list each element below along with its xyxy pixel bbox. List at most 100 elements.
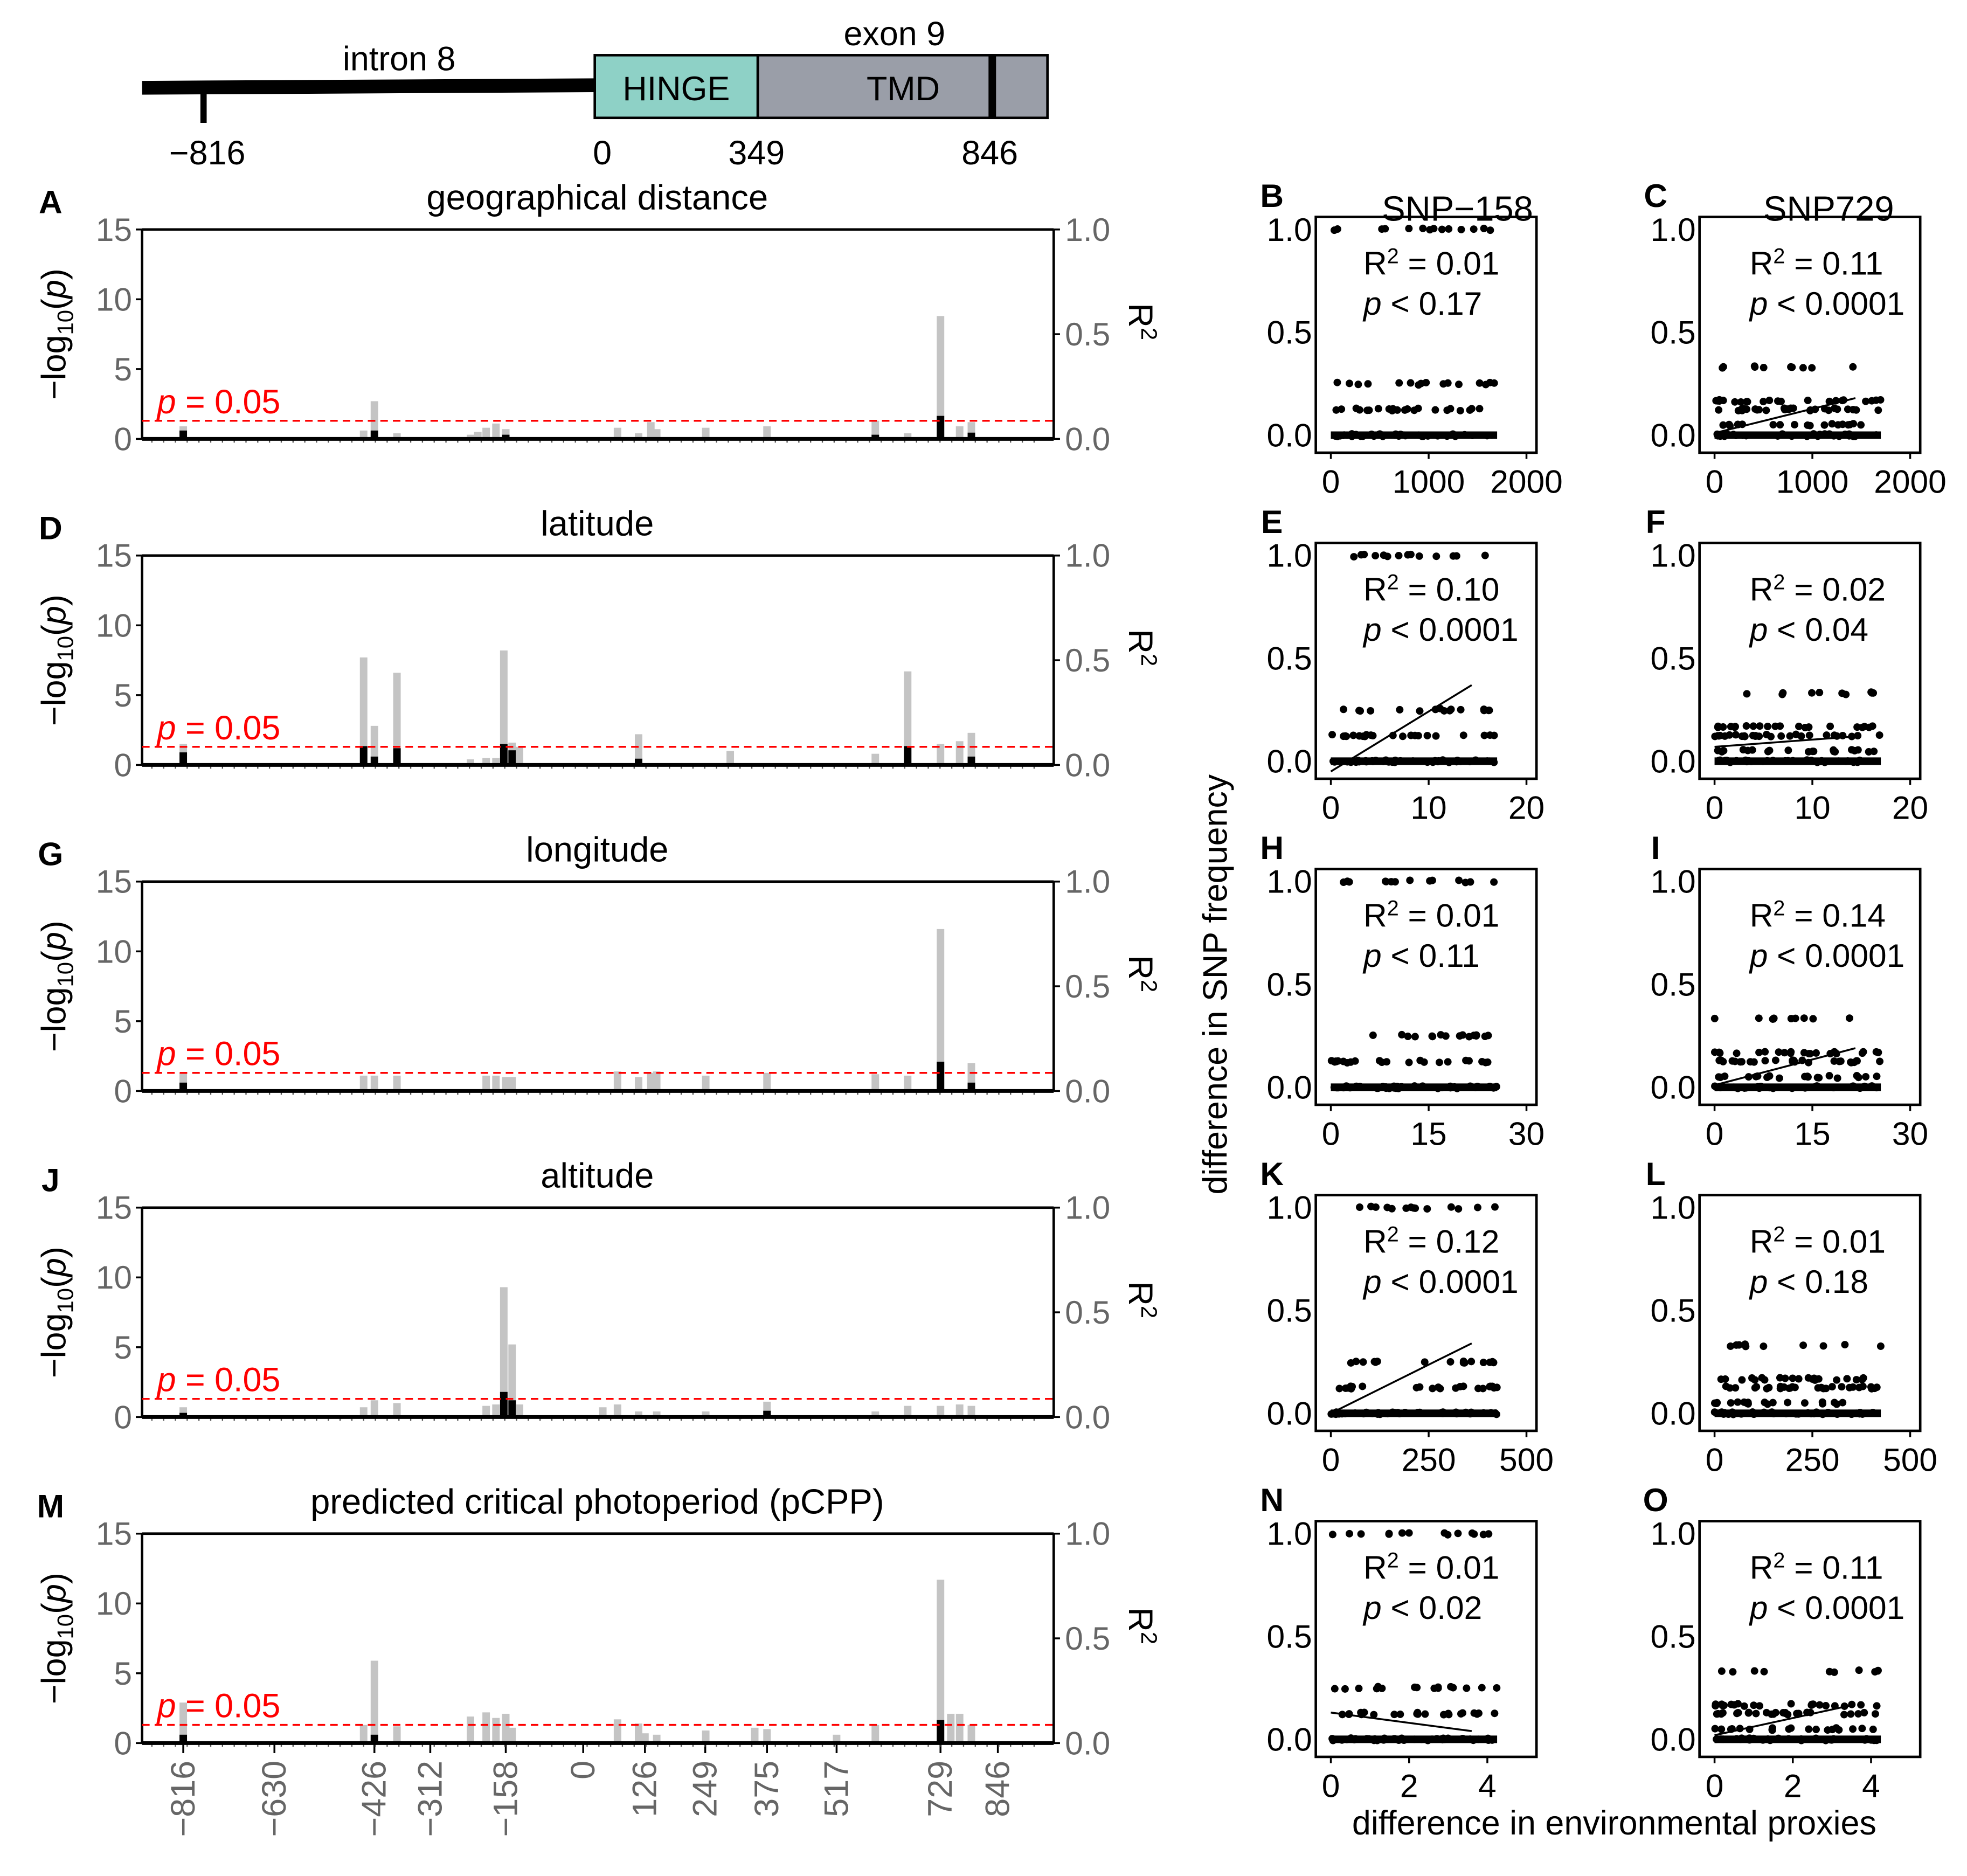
scatter-y-tick-label: 1.0 [1267,1189,1312,1226]
panel-letter: E [1261,503,1283,540]
scatter-point [1805,1050,1813,1058]
scatter-y-tick-label: 0.0 [1267,743,1312,779]
logp-bar [370,1400,378,1417]
scatter-y-tick-label: 0.0 [1651,1395,1696,1431]
scatter-point [1799,364,1807,372]
scatter-point [1781,1049,1789,1057]
scatter-point [1374,405,1382,413]
panel-letter: M [37,1488,64,1525]
logp-bar [502,1713,510,1743]
x-tick-label: 846 [979,1761,1017,1817]
logp-bar [393,1726,401,1743]
right-tick-label: 0.0 [1065,1072,1110,1109]
scatter-point [1807,1701,1816,1709]
logp-bar [634,1077,642,1091]
scatter-point [1711,1725,1719,1733]
scatter-point [1862,1072,1870,1081]
logp-bar [515,746,523,765]
scatter-point [1729,1668,1737,1676]
scatter-point [1446,1358,1455,1366]
scatter-point [1854,746,1862,754]
r2-bar [179,752,188,765]
scatter-x-tick-label: 20 [1892,789,1928,826]
scatter-y-tick-label: 0.0 [1267,1721,1312,1757]
scatter-point [1357,551,1365,559]
scatter-point [1812,1726,1820,1734]
logp-bar [492,1404,500,1417]
r2-bar [393,748,401,765]
logp-bar [904,433,912,439]
logp-bar [370,1660,378,1743]
scatter-point [1442,1032,1450,1040]
scatter-y-tick-label: 1.0 [1651,211,1696,248]
scatter-point [1838,689,1846,697]
significance-label: p = 0.05 [156,1361,281,1399]
scatter-point [1855,1383,1863,1392]
logp-bar [467,1716,475,1743]
tmd-box [756,54,1049,120]
scatter-point [1406,876,1414,884]
scatter-point [1719,723,1727,731]
scatter-point [1343,1059,1351,1067]
scatter-point [1781,1374,1789,1382]
scatter-point [1800,1399,1809,1407]
diagram-pos-label: 349 [728,134,785,172]
scatter-point [1873,1383,1881,1392]
scatter-point [1803,1072,1811,1081]
scatter-x-tick-label: 0 [1322,1767,1340,1804]
scatter-point [1423,1205,1431,1213]
panel-title: geographical distance [426,178,768,217]
r2-stat: R2 = 0.10 [1363,571,1499,608]
scatter-point [1784,1399,1792,1407]
right-tick-label: 1.0 [1065,1515,1110,1552]
panel-letter: N [1260,1482,1284,1518]
logp-bar [613,1071,621,1091]
scatter-point [1470,1530,1478,1538]
scatter-point [1422,378,1430,386]
r2-bar [871,434,879,439]
r2-bar [500,1392,508,1417]
scatter-point [1804,747,1812,756]
right-tick-label: 1.0 [1065,211,1110,248]
scatter-panel-i: I 0.0 0.5 1.0 0 15 30 R2 = 0.14p < 0.0001 [1651,829,1929,1152]
p-stat: p < 0.0001 [1749,285,1905,322]
logp-bar [653,1734,661,1743]
r2-stat: R2 = 0.01 [1750,1223,1886,1260]
scatter-point [1756,1702,1764,1710]
scatter-x-tick-label: 0 [1322,463,1340,500]
scatter-point [1847,746,1855,754]
scatter-panel-l: L 0.0 0.5 1.0 0 250 500 R2 = 0.01p < 0.18 [1646,1155,1937,1478]
scatter-point [1443,406,1451,414]
scatter-point [1808,689,1816,697]
scatter-point [1360,1708,1368,1716]
scatter-point [1839,1399,1847,1407]
panel-letter: F [1646,503,1666,540]
scatter-point [1771,722,1779,730]
scatter-point [1836,1057,1844,1065]
panel-title: altitude [541,1156,654,1195]
scatter-point [1847,1710,1855,1718]
left-tick-label: 15 [96,863,132,900]
scatter-point [1853,723,1861,731]
scatter-point [1737,398,1745,406]
scatter-point [1783,405,1791,413]
scatter-point [1412,1383,1421,1392]
scatter-point [1486,731,1494,739]
panel-letter: K [1260,1155,1284,1192]
left-axis-label: −log10(p) [36,268,78,400]
scatter-point [1775,1048,1783,1056]
x-tick-label: 126 [626,1761,664,1817]
scatter-point [1838,1383,1846,1391]
scatter-x-tick-label: 20 [1508,789,1544,826]
scatter-point [1404,551,1412,559]
scatter-x-tick-label: 0 [1322,1115,1340,1152]
r2-bar [370,756,378,765]
r2-stat: R2 = 0.14 [1750,897,1886,934]
left-tick-label: 15 [96,537,132,574]
scatter-point [1868,722,1876,730]
right-axis-label: R2 [1121,955,1162,992]
logp-bar [871,1725,879,1743]
scatter-x-tick-label: 0 [1322,789,1340,826]
scatter-point [1383,1058,1391,1066]
